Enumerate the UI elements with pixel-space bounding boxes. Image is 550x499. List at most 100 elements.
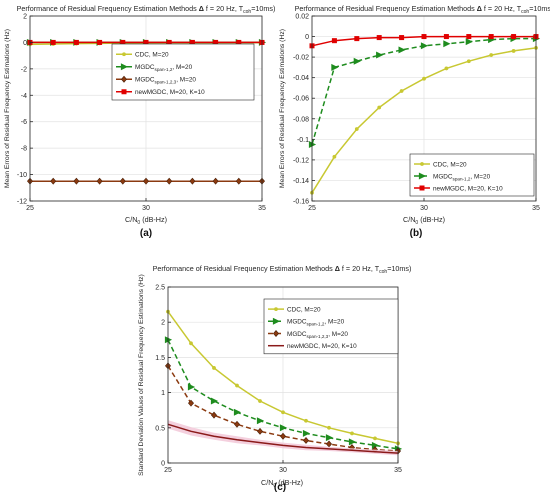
legend-label-main: CDC, M=20 <box>433 161 467 168</box>
x-axis-label: C/N0 (dB-Hz) <box>261 478 303 489</box>
data-point-cdc <box>189 341 193 346</box>
title-delta: Δ <box>335 264 340 273</box>
series-group <box>26 38 267 185</box>
y-tick-label: -0.02 <box>293 55 309 62</box>
legend-marker-mgdc12 <box>120 63 129 71</box>
legend-box <box>409 153 535 197</box>
data-point-mgdc12 <box>376 51 384 59</box>
data-point-mgdc12 <box>443 40 451 48</box>
legend-label-end: , M=20 <box>470 173 490 180</box>
legend-marker-newmgdc_a <box>121 89 127 95</box>
y-tick-label: -6 <box>21 119 27 126</box>
y-tick-label: 2.5 <box>155 285 165 292</box>
title-delta: Δ <box>199 4 204 13</box>
legend-label-newmgdc_a: newMGDC, M=20, K=10 <box>135 89 205 96</box>
xlabel-end: (dB-Hz) <box>140 215 167 224</box>
y-axis-label: Standard Deviation Values of Residual Fr… <box>138 274 145 476</box>
xlabel-sub: 0 <box>415 220 418 226</box>
x-tick-label: 25 <box>164 467 172 474</box>
y-tick-label: 0 <box>23 40 27 47</box>
legend-label-sub: span-1,2,3 <box>155 80 177 85</box>
legend-label-main: MGDC <box>433 173 453 180</box>
data-point-newmgdc_a <box>331 38 337 44</box>
data-point-newmgdc_a <box>97 39 103 45</box>
title-delta: Δ <box>477 4 482 13</box>
legend-label-main: newMGDC, M=20, K=10 <box>135 89 205 96</box>
y-tick-label: 0.02 <box>295 14 309 21</box>
data-point-mgdc123 <box>189 177 196 185</box>
data-point-cdc <box>304 418 308 423</box>
y-tick-label: 0 <box>305 34 309 41</box>
x-tick-label: 25 <box>308 205 316 212</box>
legend-label-mgdc123: MGDCspan-1,2,3, M=20 <box>135 77 196 85</box>
legend-box <box>111 43 255 101</box>
legend-marker-newmgdc_a <box>419 185 425 191</box>
data-point-mgdc12 <box>353 57 361 65</box>
data-point-newmgdc_a <box>421 34 427 40</box>
data-point-newmgdc_a <box>376 35 382 41</box>
series-group <box>164 309 403 456</box>
legend-marker-mgdc123 <box>121 75 127 83</box>
legend-label-sub: span-1,2 <box>155 67 173 72</box>
data-point-mgdc12 <box>348 438 357 446</box>
legend-marker-cdc <box>122 52 126 57</box>
data-point-cdc <box>399 89 404 93</box>
legend-label-end: , M=20 <box>324 319 344 326</box>
data-point-cdc <box>511 49 516 53</box>
x-tick-label: 30 <box>420 205 428 212</box>
title-main: Performance of Residual Frequency Estima… <box>17 4 199 13</box>
data-point-newmgdc_a <box>488 34 494 40</box>
y-tick-label: -12 <box>17 199 27 206</box>
y-tick-label: 0 <box>161 461 165 468</box>
y-tick-label: 0.5 <box>155 425 165 432</box>
xlabel-sub: 0 <box>273 483 276 489</box>
data-point-cdc <box>212 366 216 370</box>
data-point-newmgdc_a <box>354 36 360 42</box>
panel-label: (a) <box>140 228 152 239</box>
data-point-cdc <box>489 53 494 57</box>
panel-label: (b) <box>410 228 423 239</box>
y-tick-label: 2 <box>23 14 27 21</box>
legend-marker-cdc <box>274 307 278 312</box>
panel-label: (c) <box>274 482 286 493</box>
data-point-mgdc12 <box>279 424 288 432</box>
data-point-mgdc12 <box>256 417 265 425</box>
y-tick-label: -2 <box>21 66 27 73</box>
y-axis-label: Mean Errors of Residual Frequency Estima… <box>279 29 286 188</box>
y-tick-label: -0.06 <box>293 96 309 103</box>
data-point-cdc <box>373 436 377 441</box>
legend-label-end: , M=20 <box>172 64 192 71</box>
chart-title: Performance of Residual Frequency Estima… <box>295 4 550 15</box>
xlabel-main: C/N <box>125 215 137 224</box>
data-point-cdc <box>422 76 426 81</box>
data-point-newmgdc_a <box>466 34 472 40</box>
x-tick-label: 30 <box>279 467 287 474</box>
legend-label-sub: span-1,2,3 <box>307 334 329 339</box>
chart-title: Performance of Residual Frequency Estima… <box>17 4 276 15</box>
data-point-cdc <box>444 66 449 71</box>
title-rest: f = 20 Hz, T <box>482 4 522 13</box>
data-point-cdc <box>350 431 354 436</box>
chart-title: Performance of Residual Frequency Estima… <box>153 264 412 275</box>
data-point-mgdc123 <box>235 177 242 185</box>
title-end: =10ms) <box>251 4 275 13</box>
legend-label-mgdc12: MGDCspan-1,2, M=20 <box>287 319 345 327</box>
data-point-cdc <box>258 399 262 403</box>
y-tick-label: -8 <box>21 146 27 153</box>
data-point-mgdc123 <box>50 177 57 185</box>
title-sub: coh <box>379 269 387 275</box>
data-point-cdc <box>354 127 359 131</box>
legend-label-main: MGDC <box>287 319 307 326</box>
legend-label-cdc: CDC, M=20 <box>433 161 467 168</box>
y-tick-label: 1 <box>161 390 165 397</box>
legend-label-mgdc12: MGDCspan-1,2, M=20 <box>135 64 193 72</box>
xlabel-main: C/N <box>261 478 273 487</box>
legend-label-main: MGDC <box>135 64 155 71</box>
x-axis-label: C/N0 (dB-Hz) <box>403 215 445 226</box>
title-main: Performance of Residual Frequency Estima… <box>295 4 477 13</box>
data-point-mgdc123 <box>188 399 194 407</box>
data-point-mgdc123 <box>96 177 103 185</box>
